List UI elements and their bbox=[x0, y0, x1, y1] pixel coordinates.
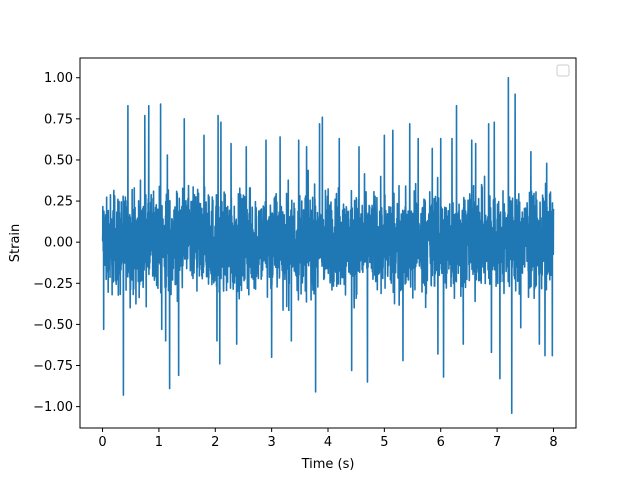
x-tick-label: 8 bbox=[549, 435, 557, 450]
y-tick-label: −0.50 bbox=[33, 318, 73, 333]
x-tick-label: 7 bbox=[493, 435, 501, 450]
y-tick-label: 1.00 bbox=[44, 71, 73, 86]
y-tick-label: −0.75 bbox=[33, 359, 73, 374]
x-tick-label: 4 bbox=[324, 435, 332, 450]
y-tick-label: −1.00 bbox=[33, 400, 73, 415]
x-axis-label: Time (s) bbox=[301, 457, 355, 472]
x-tick-label: 0 bbox=[98, 435, 106, 450]
x-tick-label: 2 bbox=[211, 435, 219, 450]
y-tick-label: 0.00 bbox=[44, 236, 73, 251]
x-tick-label: 6 bbox=[437, 435, 445, 450]
x-axis: 0 1 2 3 4 5 6 7 8 bbox=[98, 428, 558, 450]
y-tick-label: 0.75 bbox=[44, 112, 73, 127]
strain-line bbox=[101, 76, 555, 414]
y-tick-label: 0.50 bbox=[44, 153, 73, 168]
x-tick-label: 1 bbox=[155, 435, 163, 450]
x-tick-label: 3 bbox=[267, 435, 275, 450]
y-tick-label: −0.25 bbox=[33, 277, 73, 292]
plot-area bbox=[101, 76, 555, 414]
y-axis: −1.00 −0.75 −0.50 −0.25 0.00 0.25 0.50 0.75 1.00 bbox=[33, 71, 80, 415]
legend-box bbox=[556, 64, 570, 77]
series-strain-line bbox=[101, 76, 555, 414]
x-tick-label: 5 bbox=[380, 435, 388, 450]
y-tick-label: 0.25 bbox=[44, 195, 73, 210]
y-axis-label: Strain bbox=[8, 224, 23, 263]
